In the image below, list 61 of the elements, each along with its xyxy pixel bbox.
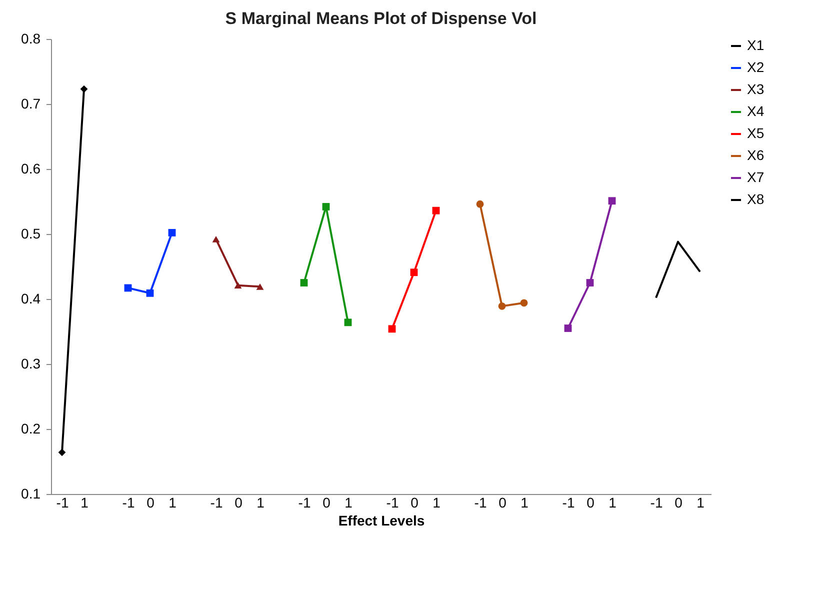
- x-tick-label: 1: [520, 494, 529, 510]
- x-tick-label: 0: [498, 494, 507, 510]
- legend-label: X8: [747, 191, 764, 207]
- y-tick-label: 0.1: [21, 486, 41, 502]
- x-tick-label: -1: [122, 494, 135, 510]
- point: [300, 279, 308, 286]
- x-tick-label: 1: [696, 494, 705, 510]
- point: [476, 200, 484, 208]
- point: [256, 283, 264, 290]
- point: [432, 206, 440, 214]
- legend-label: X3: [747, 81, 764, 97]
- x-tick-label: 0: [410, 494, 419, 510]
- y-tick-label: 0.6: [21, 160, 41, 176]
- x-tick-label: 0: [234, 494, 243, 510]
- x-tick-label: -1: [386, 494, 399, 510]
- x-tick-label: -1: [562, 494, 575, 510]
- legend-label: X7: [747, 169, 764, 185]
- point: [498, 302, 506, 310]
- point: [564, 324, 572, 332]
- point: [168, 228, 176, 236]
- y-tick-label: 0.3: [21, 356, 41, 372]
- y-tick-label: 0.5: [21, 226, 41, 242]
- chart-title: S Marginal Means Plot of Dispense Vol: [225, 9, 537, 28]
- point: [410, 268, 418, 276]
- x-tick-label: 0: [146, 494, 155, 510]
- legend-label: X5: [747, 125, 764, 141]
- point: [212, 236, 220, 242]
- x-axis-title: Effect Levels: [338, 512, 425, 528]
- legend-label: X4: [747, 103, 764, 119]
- legend-label: X1: [747, 37, 764, 53]
- y-tick-label: 0.8: [21, 30, 41, 46]
- x-tick-label: 0: [322, 494, 331, 510]
- x-tick-label: 1: [256, 494, 265, 510]
- x-tick-label: -1: [210, 494, 223, 510]
- x-tick-label: -1: [650, 494, 663, 510]
- y-tick-label: 0.2: [21, 420, 41, 436]
- x-tick-label: 1: [432, 494, 441, 510]
- x-tick-label: -1: [56, 494, 69, 510]
- point: [58, 448, 66, 456]
- legend-label: X2: [747, 59, 764, 75]
- y-tick-label: 0.4: [21, 290, 41, 306]
- x-tick-label: 1: [168, 494, 177, 510]
- point: [80, 85, 88, 93]
- point: [520, 299, 528, 307]
- x-tick-label: 1: [344, 494, 353, 510]
- point: [146, 289, 154, 297]
- x-tick-label: 0: [674, 494, 683, 510]
- x-tick-label: 0: [586, 494, 595, 510]
- y-tick-label: 0.7: [21, 96, 41, 112]
- point: [608, 197, 616, 205]
- point: [344, 318, 352, 326]
- x-tick-label: 1: [80, 494, 89, 510]
- point: [322, 202, 330, 210]
- x-tick-label: 1: [608, 494, 617, 510]
- point: [124, 284, 132, 292]
- point: [388, 325, 396, 333]
- point: [234, 282, 242, 289]
- legend-label: X6: [747, 147, 764, 163]
- x-tick-label: -1: [298, 494, 311, 510]
- x-tick-label: -1: [474, 494, 487, 510]
- point: [586, 279, 594, 286]
